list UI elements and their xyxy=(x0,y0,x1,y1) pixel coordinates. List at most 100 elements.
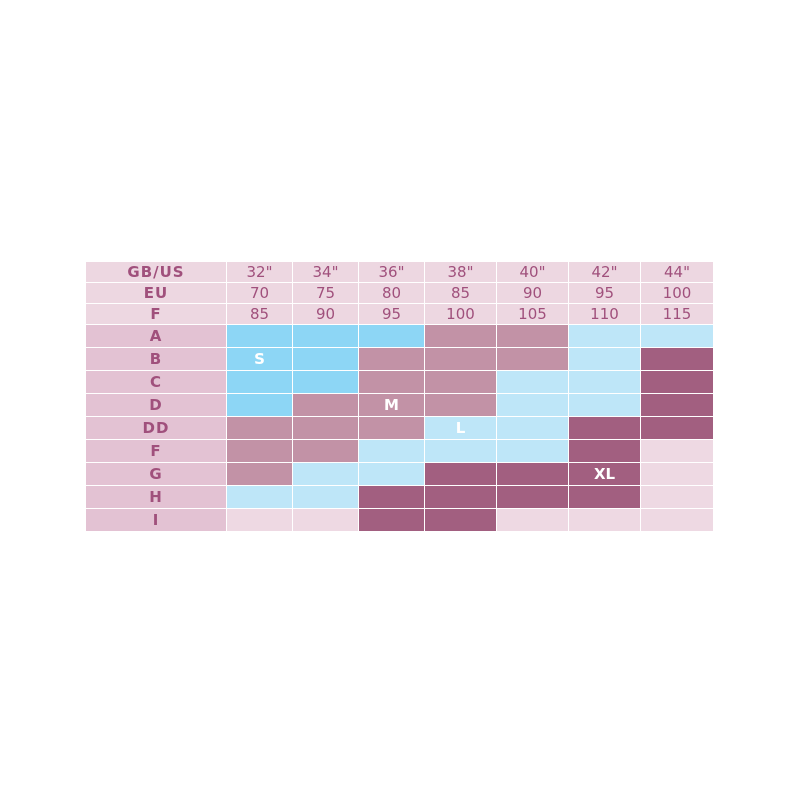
size-cell xyxy=(359,486,424,508)
size-label: S xyxy=(254,350,265,368)
header-cell: 85 xyxy=(227,304,292,324)
size-cell xyxy=(641,348,713,370)
size-cell xyxy=(293,417,358,439)
size-cell xyxy=(569,371,640,393)
size-cell: L xyxy=(425,417,496,439)
size-cell: M xyxy=(359,394,424,416)
size-cell xyxy=(359,325,424,347)
size-cell xyxy=(641,463,713,485)
header-cell: 70 xyxy=(227,283,292,303)
size-label: XL xyxy=(593,465,616,483)
row-label: C xyxy=(86,371,226,393)
size-cell xyxy=(227,440,292,462)
size-cell xyxy=(497,509,568,531)
size-cell xyxy=(227,325,292,347)
header-cell: 34" xyxy=(293,262,358,282)
header-cell: 42" xyxy=(569,262,640,282)
header-label: F xyxy=(86,304,226,324)
size-cell xyxy=(293,371,358,393)
size-cell xyxy=(569,486,640,508)
size-cell xyxy=(227,509,292,531)
header-label: EU xyxy=(86,283,226,303)
size-cell xyxy=(425,325,496,347)
size-cell xyxy=(569,348,640,370)
size-cell xyxy=(293,394,358,416)
size-cell xyxy=(569,509,640,531)
row-label: G xyxy=(86,463,226,485)
header-cell: 85 xyxy=(425,283,496,303)
size-cell: XL xyxy=(569,463,640,485)
size-cell xyxy=(497,325,568,347)
size-cell xyxy=(497,394,568,416)
size-cell xyxy=(227,463,292,485)
row-label: F xyxy=(86,440,226,462)
size-cell xyxy=(641,440,713,462)
size-cell xyxy=(497,463,568,485)
header-cell: 100 xyxy=(641,283,713,303)
size-cell xyxy=(641,325,713,347)
row-label: B xyxy=(86,348,226,370)
size-cell xyxy=(569,325,640,347)
header-cell: 32" xyxy=(227,262,292,282)
size-cell xyxy=(641,417,713,439)
size-cell: S xyxy=(227,348,292,370)
size-cell xyxy=(425,509,496,531)
row-label: H xyxy=(86,486,226,508)
size-cell xyxy=(641,486,713,508)
size-label: L xyxy=(455,419,466,437)
size-cell xyxy=(497,371,568,393)
size-cell xyxy=(293,325,358,347)
size-cell xyxy=(359,371,424,393)
size-cell xyxy=(359,417,424,439)
header-cell: 40" xyxy=(497,262,568,282)
size-cell xyxy=(569,417,640,439)
size-cell xyxy=(425,394,496,416)
size-cell xyxy=(497,486,568,508)
row-label: D xyxy=(86,394,226,416)
header-cell: 95 xyxy=(569,283,640,303)
size-cell xyxy=(641,394,713,416)
size-cell xyxy=(227,486,292,508)
size-cell xyxy=(425,440,496,462)
header-cell: 115 xyxy=(641,304,713,324)
size-cell xyxy=(227,371,292,393)
header-cell: 36" xyxy=(359,262,424,282)
size-cell xyxy=(359,463,424,485)
size-cell xyxy=(497,417,568,439)
row-label: A xyxy=(86,325,226,347)
size-cell xyxy=(569,394,640,416)
size-cell xyxy=(425,348,496,370)
header-cell: 75 xyxy=(293,283,358,303)
size-cell xyxy=(641,509,713,531)
size-cell xyxy=(497,440,568,462)
size-cell xyxy=(641,371,713,393)
size-cell xyxy=(359,509,424,531)
header-label: GB/US xyxy=(86,262,226,282)
size-cell xyxy=(293,348,358,370)
size-cell xyxy=(425,486,496,508)
header-cell: 100 xyxy=(425,304,496,324)
header-cell: 90 xyxy=(497,283,568,303)
header-cell: 110 xyxy=(569,304,640,324)
header-cell: 90 xyxy=(293,304,358,324)
header-cell: 105 xyxy=(497,304,568,324)
size-cell xyxy=(227,394,292,416)
header-cell: 95 xyxy=(359,304,424,324)
row-label: DD xyxy=(86,417,226,439)
size-cell xyxy=(227,417,292,439)
header-cell: 80 xyxy=(359,283,424,303)
size-cell xyxy=(425,463,496,485)
size-cell xyxy=(497,348,568,370)
size-cell xyxy=(293,486,358,508)
size-cell xyxy=(293,509,358,531)
header-cell: 38" xyxy=(425,262,496,282)
size-cell xyxy=(293,440,358,462)
size-label: M xyxy=(384,396,399,414)
header-cell: 44" xyxy=(641,262,713,282)
size-cell xyxy=(569,440,640,462)
size-cell xyxy=(293,463,358,485)
size-cell xyxy=(359,440,424,462)
size-cell xyxy=(359,348,424,370)
size-cell xyxy=(425,371,496,393)
